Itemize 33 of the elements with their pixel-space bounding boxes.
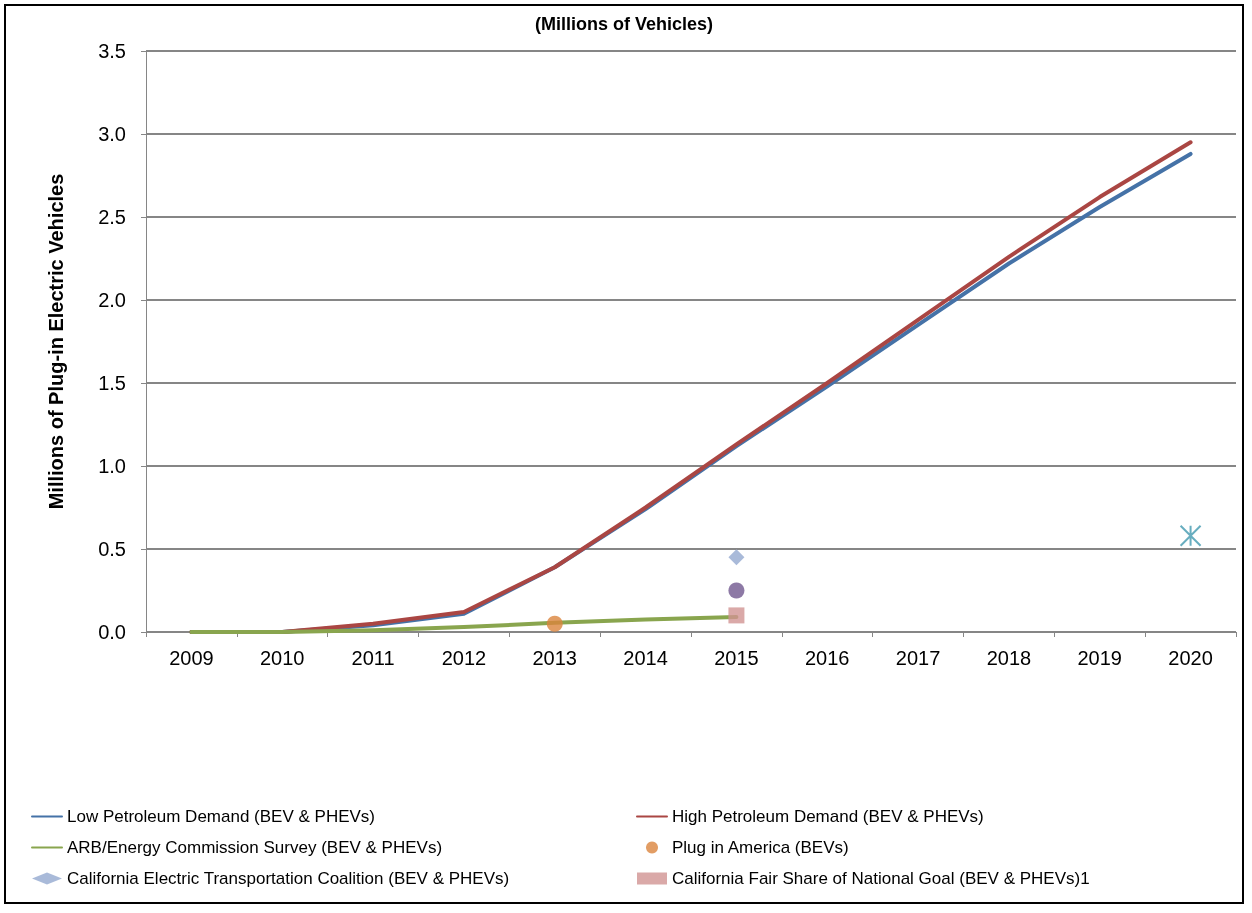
y-tick-label: 2.5 <box>98 206 126 228</box>
point <box>728 549 745 566</box>
x-tick-label: 2015 <box>714 647 759 669</box>
legend-label: Low Petroleum Demand (BEV & PHEVs) <box>67 807 376 826</box>
legend-label: California Fair Share of National Goal (BEV & PHEVs)1 <box>672 869 1090 888</box>
y-tick-label: 1.0 <box>98 455 126 477</box>
point <box>1179 524 1202 547</box>
y-tick-label: 2.0 <box>98 289 126 311</box>
x-tick-label: 2017 <box>895 647 941 669</box>
legend-label: Plug in America (BEVs) <box>672 838 849 857</box>
point <box>728 582 745 599</box>
x-tick-label: 2019 <box>1077 647 1122 669</box>
x-tick-label: 2012 <box>441 647 487 669</box>
point <box>728 607 745 624</box>
y-tick-label: 3.0 <box>98 123 126 145</box>
y-tick-label: 0.0 <box>98 621 126 643</box>
x-tick-label: 2011 <box>351 647 395 669</box>
legend-label: High Petroleum Demand (BEV & PHEVs) <box>672 807 984 826</box>
y-tick-label: 1.5 <box>98 372 126 394</box>
x-tick-label: 2009 <box>169 647 214 669</box>
x-tick-label: 2010 <box>260 647 305 669</box>
x-tick-label: 2016 <box>805 647 850 669</box>
x-tick-label: 2020 <box>1168 647 1213 669</box>
x-tick-label: 2018 <box>986 647 1032 669</box>
x-tick-label: 2013 <box>532 647 577 669</box>
legend-label: ARB/Energy Commission Survey (BEV & PHEVs) <box>67 838 443 857</box>
y-tick-label: 3.5 <box>98 40 126 62</box>
chart-title: (Millions of Vehicles) <box>534 14 714 34</box>
legend-label: California Electric Transportation Coalition (BEV & PHEVs) <box>67 869 510 888</box>
y-axis-title: Millions of Plug-in Electric Vehicles <box>45 173 67 510</box>
point <box>546 615 563 632</box>
x-tick-label: 2014 <box>623 647 668 669</box>
y-tick-label: 0.5 <box>98 538 126 560</box>
